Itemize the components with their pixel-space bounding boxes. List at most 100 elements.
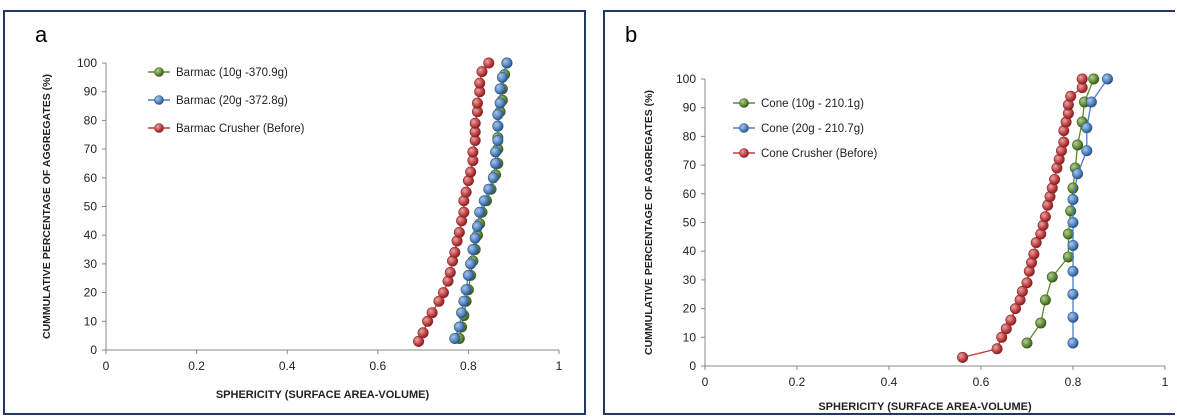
y-tick-label: 0 — [90, 343, 97, 357]
data-point — [1009, 303, 1021, 315]
x-tick-label: 0.8 — [460, 359, 477, 373]
data-point — [1072, 139, 1084, 151]
data-point — [492, 134, 504, 146]
data-point — [1088, 73, 1100, 85]
data-point — [496, 71, 508, 83]
data-point — [433, 295, 445, 307]
data-point — [1072, 168, 1084, 180]
data-point — [1035, 317, 1047, 329]
data-point — [1085, 96, 1097, 108]
data-point — [494, 97, 506, 109]
data-point — [453, 226, 465, 238]
data-point — [492, 109, 504, 121]
legend-marker — [739, 123, 749, 133]
data-point — [490, 146, 502, 158]
data-point — [417, 327, 429, 339]
x-tick-label: 0.4 — [279, 359, 296, 373]
data-point — [492, 120, 504, 132]
x-axis-title: SPHERICITY (SURFACE AREA-VOLUME) — [818, 401, 1032, 413]
data-point — [469, 117, 481, 129]
y-tick-label: 20 — [84, 286, 98, 300]
data-point — [471, 221, 483, 233]
data-point — [426, 307, 438, 319]
y-tick-label: 60 — [683, 187, 697, 201]
data-point — [1058, 136, 1070, 148]
y-axis-title: CUMMULATIVE PERCENTAGE OF AGGREGATES (%) — [643, 90, 655, 355]
x-tick-label: 1 — [1162, 375, 1169, 389]
data-point — [444, 267, 456, 279]
data-point — [1039, 211, 1051, 223]
data-point — [1067, 239, 1079, 251]
data-point — [474, 206, 486, 218]
data-point — [1000, 323, 1012, 335]
data-point — [1021, 337, 1033, 349]
data-point — [413, 335, 425, 347]
y-tick-label: 100 — [77, 56, 97, 70]
data-point — [1046, 271, 1058, 283]
y-tick-label: 30 — [84, 257, 98, 271]
data-point — [1016, 285, 1028, 297]
data-point — [1005, 314, 1017, 326]
data-point — [1067, 265, 1079, 277]
data-point — [1049, 173, 1061, 185]
legend-label: Barmac Crusher (Before) — [176, 123, 305, 135]
y-tick-label: 40 — [84, 228, 98, 242]
data-point — [460, 284, 472, 296]
data-point — [1030, 237, 1042, 249]
y-tick-label: 50 — [84, 200, 98, 214]
y-tick-label: 70 — [683, 158, 697, 172]
legend-marker — [739, 148, 749, 158]
y-tick-label: 20 — [683, 302, 697, 316]
data-point — [1021, 277, 1033, 289]
data-point — [449, 246, 461, 258]
x-tick-label: 1 — [556, 359, 563, 373]
data-point — [991, 343, 1003, 355]
x-tick-label: 0.6 — [369, 359, 386, 373]
data-point — [1076, 73, 1088, 85]
panel-label-a: a — [35, 22, 48, 47]
data-point — [1062, 228, 1074, 240]
data-point — [458, 206, 470, 218]
data-point — [478, 195, 490, 207]
chart-panel-a: a — [3, 10, 586, 415]
x-tick-label: 0 — [103, 359, 110, 373]
y-tick-label: 80 — [683, 129, 697, 143]
data-point — [1062, 251, 1074, 263]
data-point — [467, 146, 479, 158]
data-point — [462, 269, 474, 281]
data-point — [1065, 205, 1077, 217]
y-tick-label: 10 — [683, 330, 697, 344]
y-tick-label: 100 — [676, 72, 696, 86]
y-tick-label: 60 — [84, 171, 98, 185]
data-point — [501, 57, 513, 69]
data-point — [460, 186, 472, 198]
legend-label: Barmac (10g -370.9g) — [176, 67, 288, 79]
panel-label-b: b — [625, 22, 638, 47]
x-tick-label: 0.4 — [881, 375, 898, 389]
data-point — [1067, 182, 1079, 194]
legend-label: Cone (20g - 210.7g) — [761, 123, 864, 135]
data-point — [1067, 311, 1079, 323]
data-point — [1039, 294, 1051, 306]
data-point — [449, 333, 461, 345]
y-tick-label: 70 — [84, 142, 98, 156]
y-tick-label: 40 — [683, 244, 697, 258]
data-point — [1065, 90, 1077, 102]
data-point — [1067, 288, 1079, 300]
legend-marker — [154, 123, 164, 133]
data-point — [465, 258, 477, 270]
data-point — [487, 172, 499, 184]
data-point — [1067, 217, 1079, 229]
x-tick-label: 0 — [702, 375, 709, 389]
data-point — [483, 183, 495, 195]
data-point — [1081, 122, 1093, 134]
data-point — [469, 232, 481, 244]
data-point — [1028, 248, 1040, 260]
y-tick-label: 30 — [683, 273, 697, 287]
data-point — [437, 287, 449, 299]
data-point — [1102, 73, 1114, 85]
y-tick-label: 80 — [84, 113, 98, 127]
x-tick-label: 0.2 — [789, 375, 806, 389]
data-point — [467, 244, 479, 256]
data-point — [474, 77, 486, 89]
